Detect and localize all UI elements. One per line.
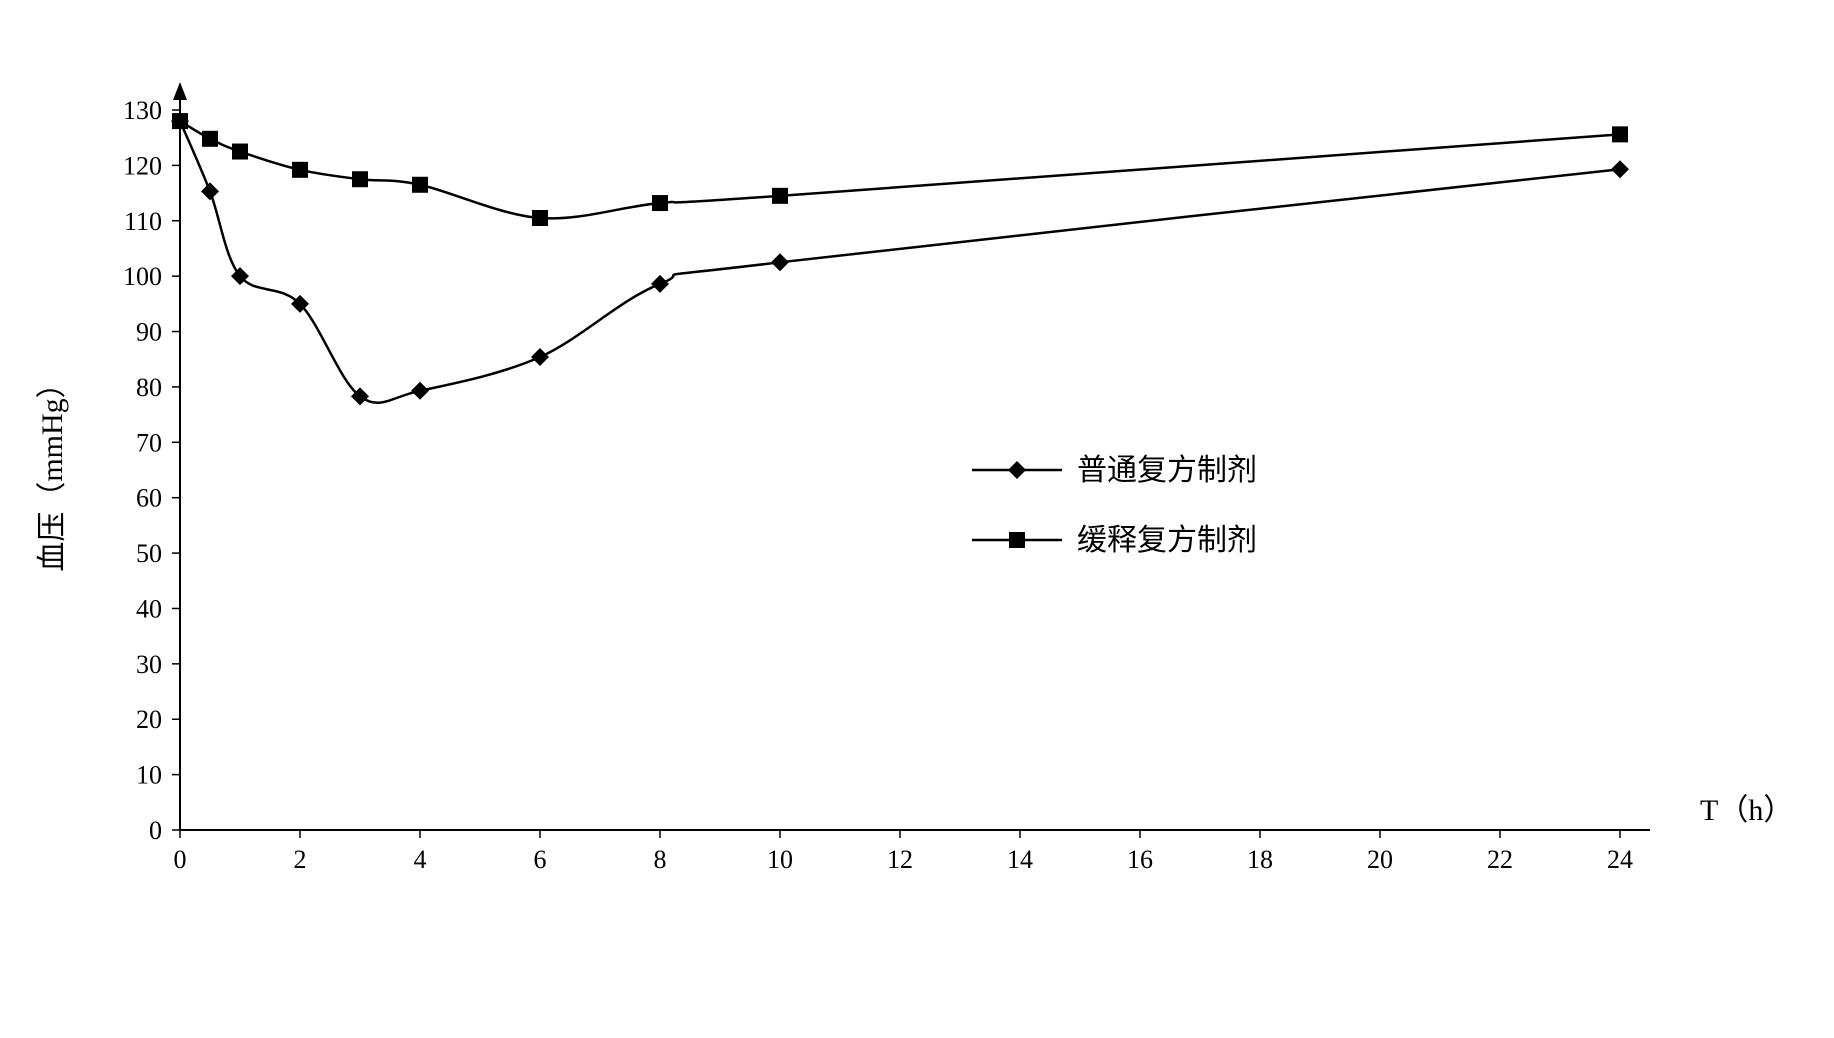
square-marker bbox=[352, 171, 368, 187]
y-tick-label: 130 bbox=[123, 96, 162, 125]
x-tick-label: 14 bbox=[1007, 845, 1033, 874]
diamond-marker bbox=[1008, 461, 1026, 479]
y-tick-label: 120 bbox=[123, 151, 162, 180]
series-line-ordinary bbox=[180, 121, 1620, 403]
y-tick-label: 30 bbox=[136, 650, 162, 679]
x-tick-label: 8 bbox=[654, 845, 667, 874]
square-marker bbox=[532, 210, 548, 226]
x-tick-label: 2 bbox=[294, 845, 307, 874]
diamond-marker bbox=[201, 182, 219, 200]
x-tick-label: 18 bbox=[1247, 845, 1273, 874]
x-tick-label: 22 bbox=[1487, 845, 1513, 874]
square-marker bbox=[652, 195, 668, 211]
diamond-marker bbox=[1611, 160, 1629, 178]
x-tick-label: 0 bbox=[174, 845, 187, 874]
x-tick-label: 24 bbox=[1607, 845, 1633, 874]
square-marker bbox=[1612, 126, 1628, 142]
square-marker bbox=[772, 188, 788, 204]
square-marker bbox=[292, 162, 308, 178]
diamond-marker bbox=[531, 348, 549, 366]
y-axis-title: 血压（mmHg） bbox=[36, 368, 69, 571]
y-tick-label: 110 bbox=[124, 207, 162, 236]
x-tick-label: 4 bbox=[414, 845, 427, 874]
series-line-sustained bbox=[180, 121, 1620, 218]
chart-container: 0102030405060708090100110120130024681012… bbox=[0, 0, 1834, 1038]
x-axis-title: T（h） bbox=[1700, 794, 1793, 827]
y-tick-label: 60 bbox=[136, 484, 162, 513]
y-tick-label: 20 bbox=[136, 705, 162, 734]
y-tick-label: 90 bbox=[136, 318, 162, 347]
x-tick-label: 10 bbox=[767, 845, 793, 874]
square-marker bbox=[172, 113, 188, 129]
y-tick-label: 10 bbox=[136, 761, 162, 790]
square-marker bbox=[202, 131, 218, 147]
chart-svg: 0102030405060708090100110120130024681012… bbox=[0, 0, 1834, 1038]
y-tick-label: 40 bbox=[136, 594, 162, 623]
x-tick-label: 12 bbox=[887, 845, 913, 874]
y-tick-label: 50 bbox=[136, 539, 162, 568]
y-tick-label: 100 bbox=[123, 262, 162, 291]
square-marker bbox=[232, 144, 248, 160]
diamond-marker bbox=[771, 253, 789, 271]
y-tick-label: 70 bbox=[136, 428, 162, 457]
square-marker bbox=[412, 177, 428, 193]
x-tick-label: 20 bbox=[1367, 845, 1393, 874]
y-tick-label: 0 bbox=[149, 816, 162, 845]
square-marker bbox=[1009, 532, 1025, 548]
x-tick-label: 6 bbox=[534, 845, 547, 874]
diamond-marker bbox=[651, 275, 669, 293]
legend-label-ordinary: 普通复方制剂 bbox=[1077, 454, 1257, 487]
legend-label-sustained: 缓释复方制剂 bbox=[1077, 524, 1257, 557]
y-tick-label: 80 bbox=[136, 373, 162, 402]
diamond-marker bbox=[411, 382, 429, 400]
x-tick-label: 16 bbox=[1127, 845, 1153, 874]
